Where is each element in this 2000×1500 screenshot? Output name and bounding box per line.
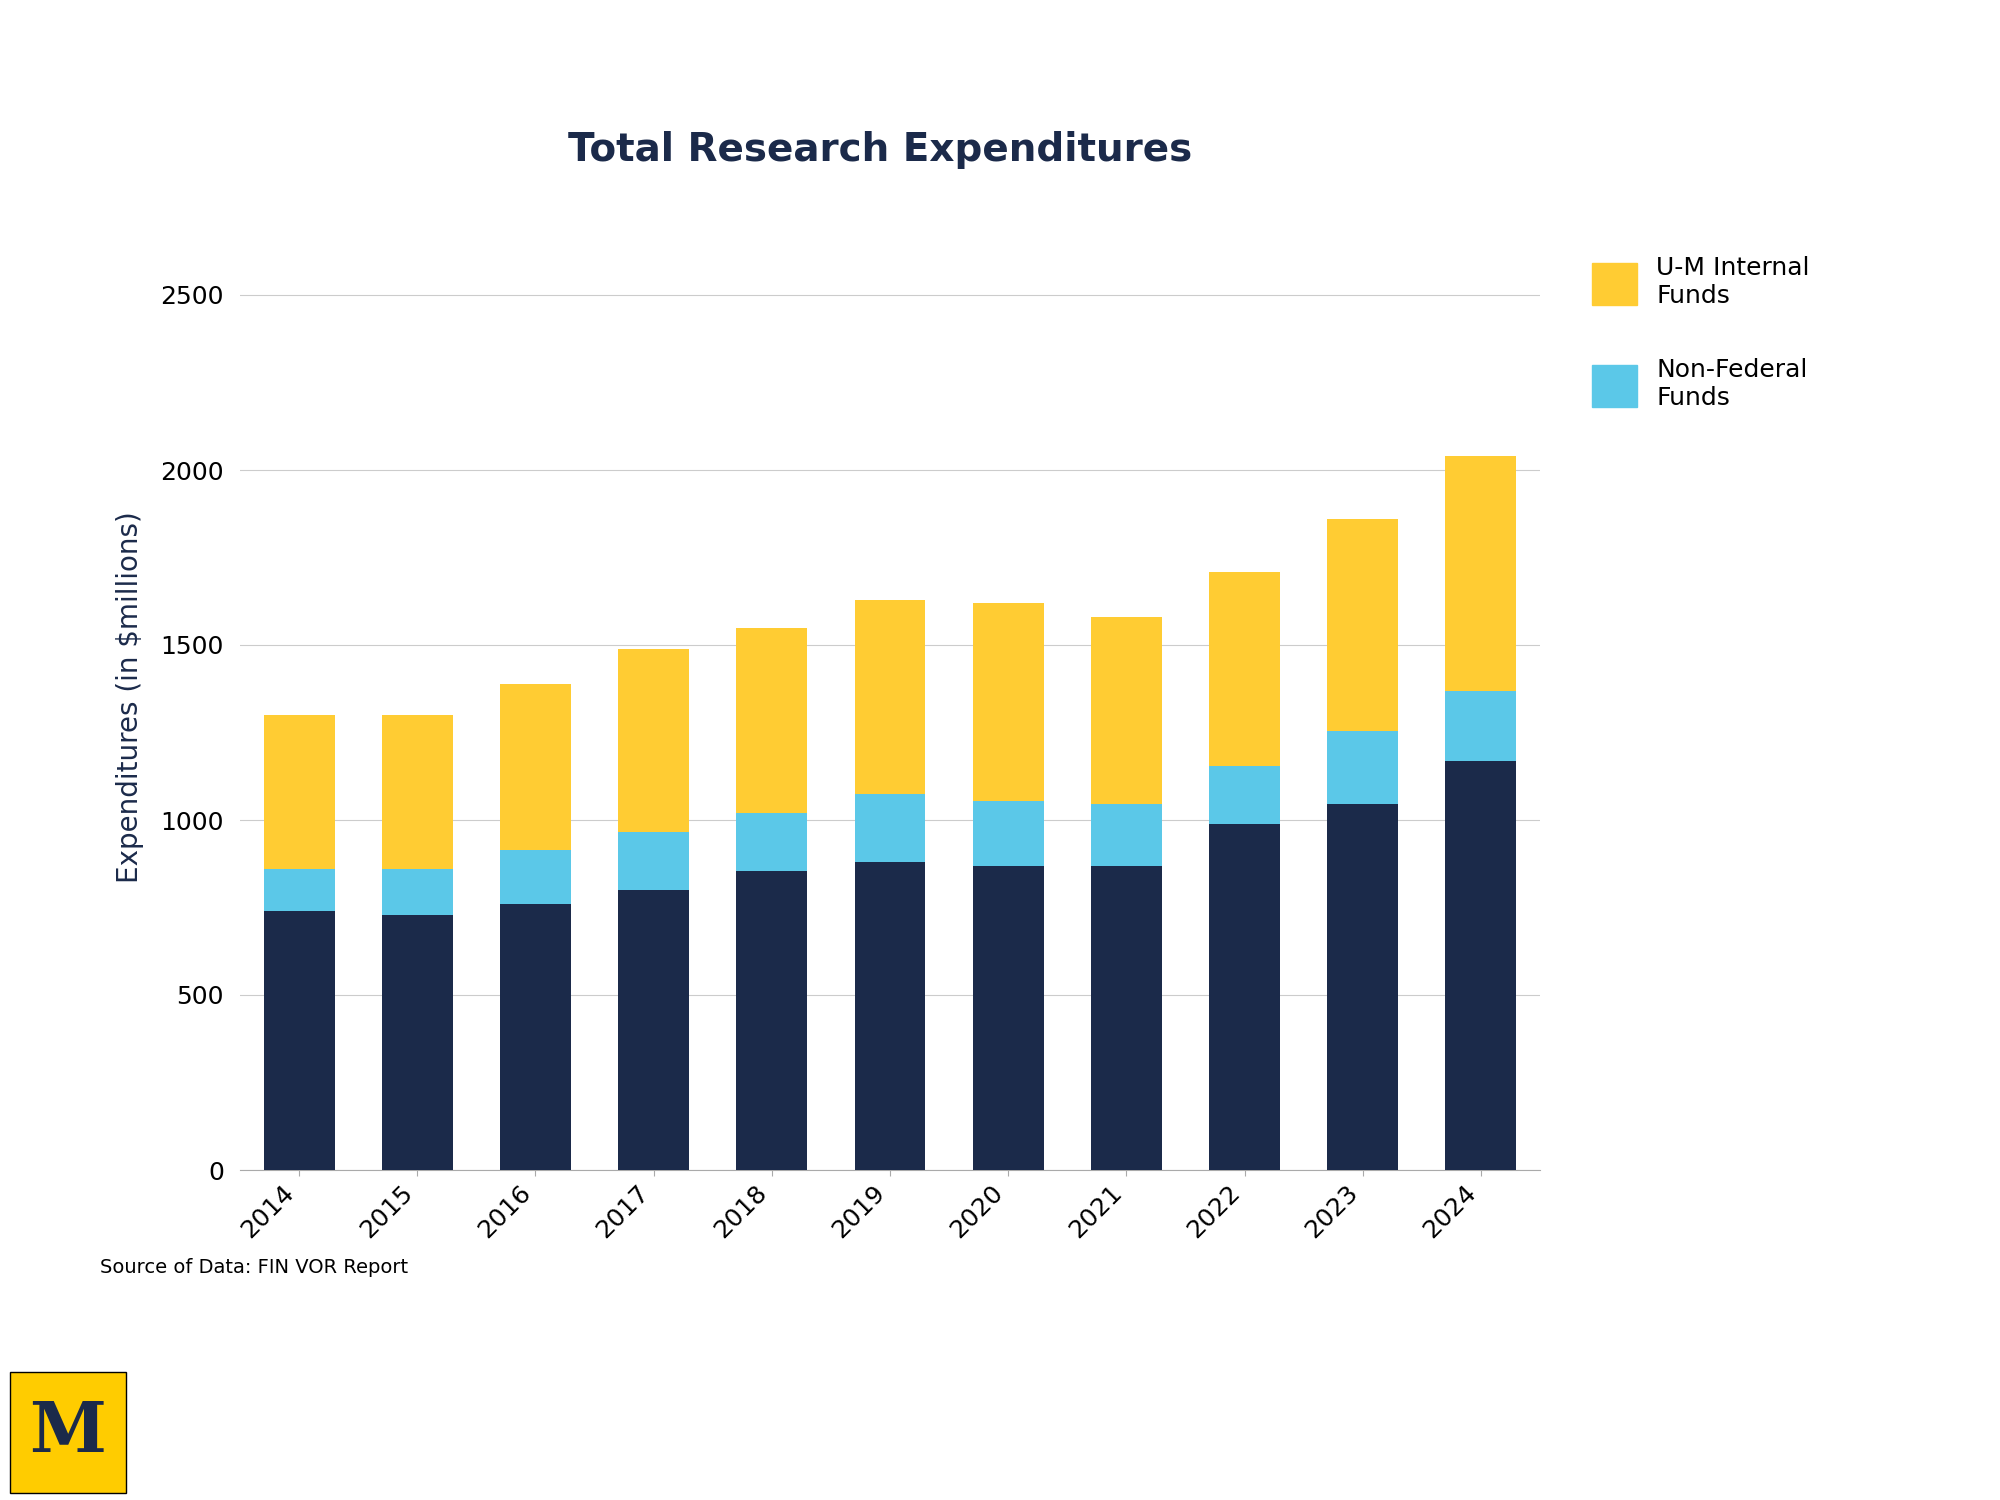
Bar: [618, 890, 690, 1170]
Bar: [1328, 730, 1398, 804]
Text: UNIVERSITY OF MICHIGAN: UNIVERSITY OF MICHIGAN: [156, 1452, 428, 1472]
Y-axis label: Expenditures (in $millions): Expenditures (in $millions): [116, 512, 144, 884]
Bar: [972, 865, 1044, 1170]
Bar: [264, 868, 334, 910]
Bar: [1090, 865, 1162, 1170]
Bar: [382, 868, 452, 915]
Bar: [972, 603, 1044, 801]
Bar: [618, 648, 690, 833]
Bar: [1210, 572, 1280, 765]
Bar: [264, 716, 334, 868]
Bar: [736, 870, 808, 1170]
Text: Total Research Expenditures: Total Research Expenditures: [568, 130, 1192, 170]
Text: M: M: [30, 1400, 106, 1466]
Bar: [854, 862, 926, 1170]
Bar: [500, 904, 570, 1170]
Legend: U-M Internal
Funds, Non-Federal
Funds: U-M Internal Funds, Non-Federal Funds: [1592, 256, 1810, 410]
Bar: [1210, 824, 1280, 1170]
Bar: [618, 833, 690, 890]
Bar: [382, 915, 452, 1170]
Bar: [264, 910, 334, 1170]
Bar: [500, 849, 570, 904]
Bar: [1446, 456, 1516, 690]
Bar: [1090, 804, 1162, 865]
Bar: [500, 684, 570, 849]
Bar: [736, 627, 808, 813]
FancyBboxPatch shape: [10, 1371, 126, 1494]
Bar: [1210, 765, 1280, 824]
Text: Source of Data: FIN VOR Report: Source of Data: FIN VOR Report: [100, 1258, 408, 1276]
Bar: [1090, 616, 1162, 804]
Bar: [1446, 760, 1516, 1170]
Bar: [1328, 804, 1398, 1170]
Bar: [736, 813, 808, 870]
Bar: [972, 801, 1044, 865]
Bar: [382, 716, 452, 868]
Bar: [1446, 690, 1516, 760]
Text: RESEARCH: RESEARCH: [156, 1392, 406, 1434]
Bar: [854, 794, 926, 862]
Bar: [1328, 519, 1398, 730]
Bar: [854, 600, 926, 794]
